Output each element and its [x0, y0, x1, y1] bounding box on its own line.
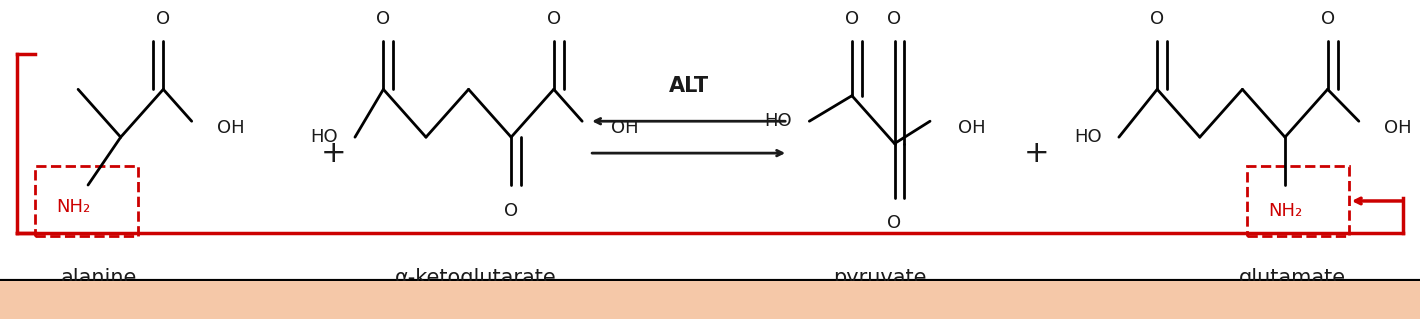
Text: O: O — [888, 10, 902, 28]
Text: O: O — [888, 214, 902, 232]
Text: HO: HO — [764, 112, 792, 130]
Bar — [36, 166, 138, 236]
Text: +: + — [1024, 139, 1049, 167]
Text: OH: OH — [217, 119, 244, 137]
Text: OH: OH — [611, 119, 638, 137]
Text: glutamate: glutamate — [1238, 268, 1346, 287]
Text: alanine: alanine — [61, 268, 138, 287]
Text: ALT: ALT — [669, 76, 709, 96]
Text: O: O — [547, 10, 561, 28]
Text: OH: OH — [1384, 119, 1411, 137]
Text: HO: HO — [1074, 128, 1102, 146]
Text: NH₂: NH₂ — [1268, 202, 1302, 219]
Text: O: O — [1321, 10, 1335, 28]
Text: O: O — [845, 10, 859, 28]
Text: α-ketoglutarate: α-ketoglutarate — [395, 268, 557, 287]
Text: O: O — [504, 202, 518, 219]
Text: pyruvate: pyruvate — [834, 268, 927, 287]
Bar — [1247, 166, 1349, 236]
Text: NH₂: NH₂ — [57, 198, 91, 216]
Bar — [0, 281, 1420, 319]
Text: O: O — [376, 10, 390, 28]
Text: O: O — [156, 10, 170, 28]
Text: OH: OH — [959, 119, 985, 137]
Text: O: O — [1150, 10, 1164, 28]
Text: HO: HO — [310, 128, 338, 146]
Text: Amino group from alanine transfers to α-ketoglutarate forming pyruvate and gluta: Amino group from alanine transfers to α-… — [314, 291, 1106, 309]
Text: +: + — [321, 139, 346, 167]
